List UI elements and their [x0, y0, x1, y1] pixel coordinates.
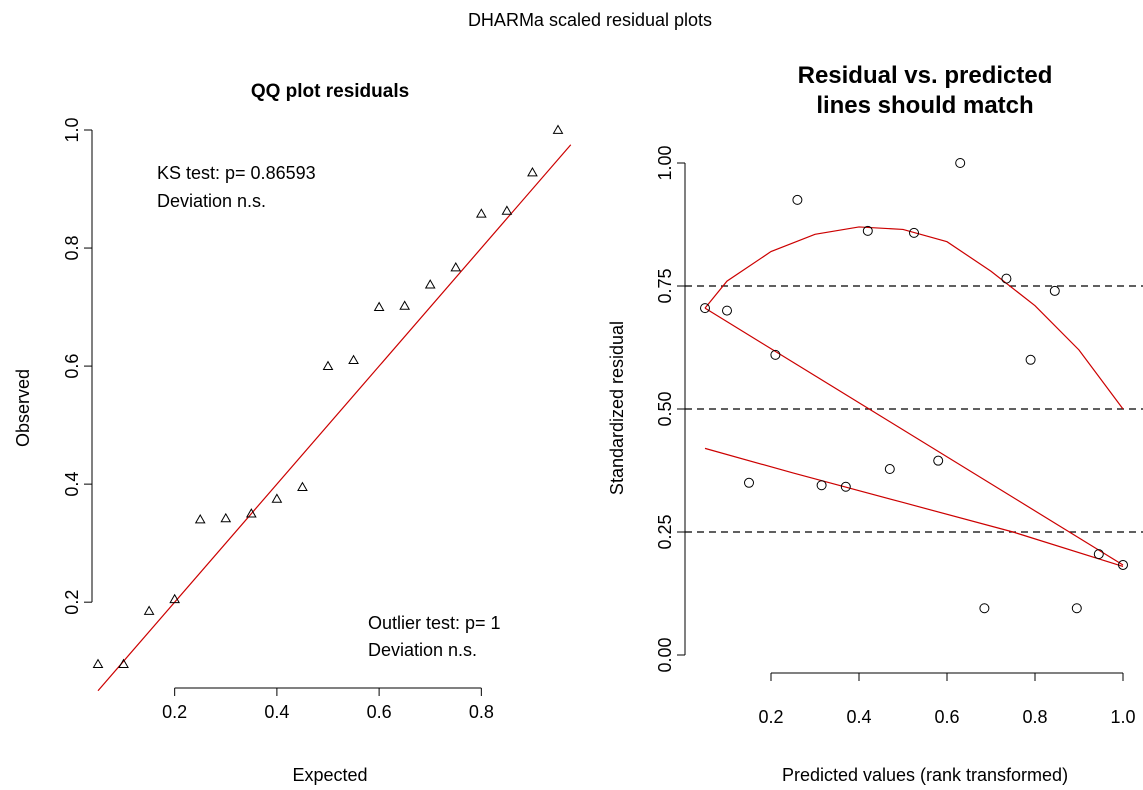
residual-point	[1001, 273, 1012, 284]
qq-y-axis-label: Observed	[13, 369, 33, 447]
residual-x-axis-label: Predicted values (rank transformed)	[782, 765, 1068, 785]
residual-point	[909, 227, 919, 238]
residual-x-tick-label: 1.0	[1110, 707, 1135, 727]
qq-point	[373, 301, 385, 311]
residual-point	[816, 480, 827, 491]
residual-x-tick-label: 0.2	[758, 707, 783, 727]
ks-deviation-text: Deviation n.s.	[157, 191, 266, 211]
qq-point	[424, 279, 436, 289]
qq-point	[220, 512, 232, 523]
qq-point	[118, 658, 129, 669]
qq-x-tick-label: 0.6	[367, 702, 392, 722]
qq-point	[552, 124, 564, 134]
qq-point	[297, 481, 308, 491]
residual-x-tick-label: 0.6	[934, 707, 959, 727]
residual-point	[933, 455, 944, 466]
qq-point	[501, 205, 513, 215]
residual-point	[1093, 549, 1104, 560]
qq-points	[92, 124, 564, 669]
residual-y-axis-label: Standardized residual	[607, 321, 627, 495]
residual-point	[770, 349, 781, 360]
residual-y-tick-label: 0.00	[655, 637, 675, 672]
qq-y-tick-label: 0.8	[62, 236, 82, 261]
qq-point	[527, 166, 538, 177]
qq-y-tick-label: 1.0	[62, 117, 82, 142]
residual-plot-title-line-2: lines should match	[816, 92, 1033, 119]
residual-y-tick-label: 0.50	[655, 391, 675, 426]
residual-point	[955, 158, 966, 168]
qq-point	[348, 354, 359, 365]
residual-plot-title-line-1: Residual vs. predicted	[798, 62, 1053, 89]
residual-quantile-line	[704, 226, 1124, 410]
qq-y-tick-label: 0.2	[62, 590, 82, 615]
residual-axes: 0.2 0.4 0.6 0.8 1.0 0.00 0.25 0.50 0.75 1.00	[655, 145, 1136, 727]
ks-test-text: KS test: p= 0.86593	[157, 163, 316, 183]
residual-x-tick-label: 0.8	[1022, 707, 1047, 727]
qq-point	[322, 360, 334, 370]
residual-quantile-line	[704, 447, 1124, 568]
residual-point	[700, 303, 710, 314]
residual-x-tick-label: 0.4	[846, 707, 871, 727]
residual-point	[840, 481, 851, 492]
figure-title: DHARMa scaled residual plots	[468, 10, 712, 30]
residual-point	[1025, 354, 1036, 365]
residual-vs-predicted-panel: Residual vs. predicted lines should matc…	[607, 62, 1143, 785]
qq-point	[475, 208, 487, 218]
qq-x-tick-label: 0.4	[264, 702, 289, 722]
residual-y-tick-label: 0.75	[655, 268, 675, 303]
residual-point	[1049, 285, 1060, 296]
qq-x-axis-label: Expected	[292, 765, 367, 785]
qq-plot-title: QQ plot residuals	[251, 81, 409, 102]
qq-point	[450, 262, 462, 272]
residual-point	[979, 603, 990, 614]
qq-axes: 0.2 0.4 0.6 0.8 0.2 0.4 0.6 0.8 1.0	[62, 117, 494, 722]
residual-quantile-lines	[704, 226, 1124, 568]
qq-x-tick-label: 0.8	[469, 702, 494, 722]
qq-reference-line-group	[97, 144, 572, 692]
residual-y-tick-label: 1.00	[655, 145, 675, 180]
qq-reference-line	[97, 144, 572, 692]
qq-point	[271, 493, 283, 503]
outlier-test-text: Outlier test: p= 1	[368, 613, 501, 633]
residual-point	[1118, 559, 1128, 570]
residual-point	[1071, 603, 1082, 614]
qq-point	[245, 508, 257, 518]
residual-point	[722, 305, 732, 316]
qq-x-tick-label: 0.2	[162, 702, 187, 722]
residual-quantile-line	[704, 307, 1124, 566]
qq-y-tick-label: 0.6	[62, 354, 82, 379]
residual-reference-lines	[685, 285, 1143, 533]
qq-point	[194, 514, 206, 524]
qq-point	[399, 300, 411, 310]
residual-point	[744, 477, 754, 488]
qq-point	[169, 593, 181, 604]
qq-point	[143, 605, 155, 615]
qq-y-tick-label: 0.4	[62, 472, 82, 497]
residual-point	[792, 194, 803, 205]
residual-point	[862, 225, 873, 236]
residual-y-tick-label: 0.25	[655, 514, 675, 549]
residual-point	[884, 464, 895, 475]
residual-points	[700, 158, 1128, 614]
outlier-deviation-text: Deviation n.s.	[368, 640, 477, 660]
qq-plot-panel: QQ plot residuals Expected Observed 0.2 0…	[13, 81, 572, 785]
qq-point	[92, 658, 104, 669]
